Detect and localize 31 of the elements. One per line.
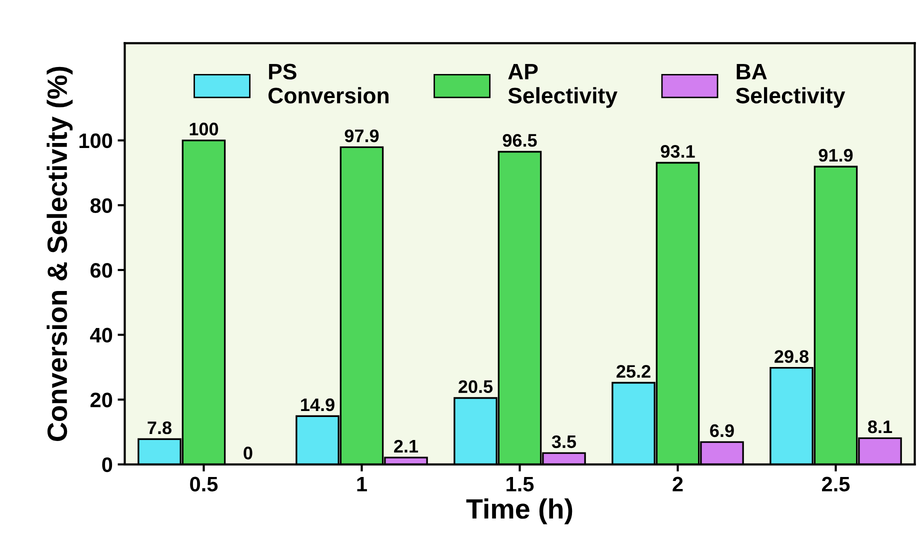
- x-tick-label: 0.5: [190, 476, 218, 492]
- data-label: 93.1: [660, 145, 695, 158]
- x-tick-label: 1: [357, 476, 367, 492]
- x-tick-label: 1.5: [506, 476, 534, 492]
- data-label: 0: [244, 446, 252, 460]
- y-axis-title: Conversion & Selectivity (%): [46, 66, 73, 441]
- data-label: 14.9: [301, 398, 334, 412]
- y-tick-label: 0: [102, 457, 112, 472]
- data-label: 96.5: [502, 134, 537, 147]
- data-label: 29.8: [774, 350, 809, 363]
- data-label: 100: [190, 122, 218, 136]
- legend-label: BA Selectivity: [736, 64, 846, 108]
- data-label: 3.5: [552, 435, 576, 448]
- legend-label: AP Selectivity: [508, 64, 618, 108]
- y-tick-label: 40: [90, 328, 112, 343]
- y-tick-label: 60: [90, 263, 112, 278]
- y-tick-label: 100: [79, 133, 112, 148]
- x-axis-title: Time (h): [466, 498, 572, 524]
- y-tick-label: 80: [90, 198, 112, 213]
- data-label: 2.1: [394, 440, 418, 452]
- data-label: 8.1: [868, 420, 892, 434]
- data-label: 25.2: [616, 365, 650, 378]
- data-label: 91.9: [818, 148, 853, 162]
- data-label: 7.8: [148, 421, 172, 434]
- legend-label: PS Conversion: [268, 64, 388, 104]
- data-label: 97.9: [344, 129, 379, 142]
- x-tick-label: 2.5: [822, 476, 850, 492]
- y-tick-label: 20: [90, 392, 112, 408]
- data-label: 6.9: [710, 424, 734, 438]
- x-tick-label: 2: [672, 476, 683, 492]
- data-label: 20.5: [458, 380, 493, 394]
